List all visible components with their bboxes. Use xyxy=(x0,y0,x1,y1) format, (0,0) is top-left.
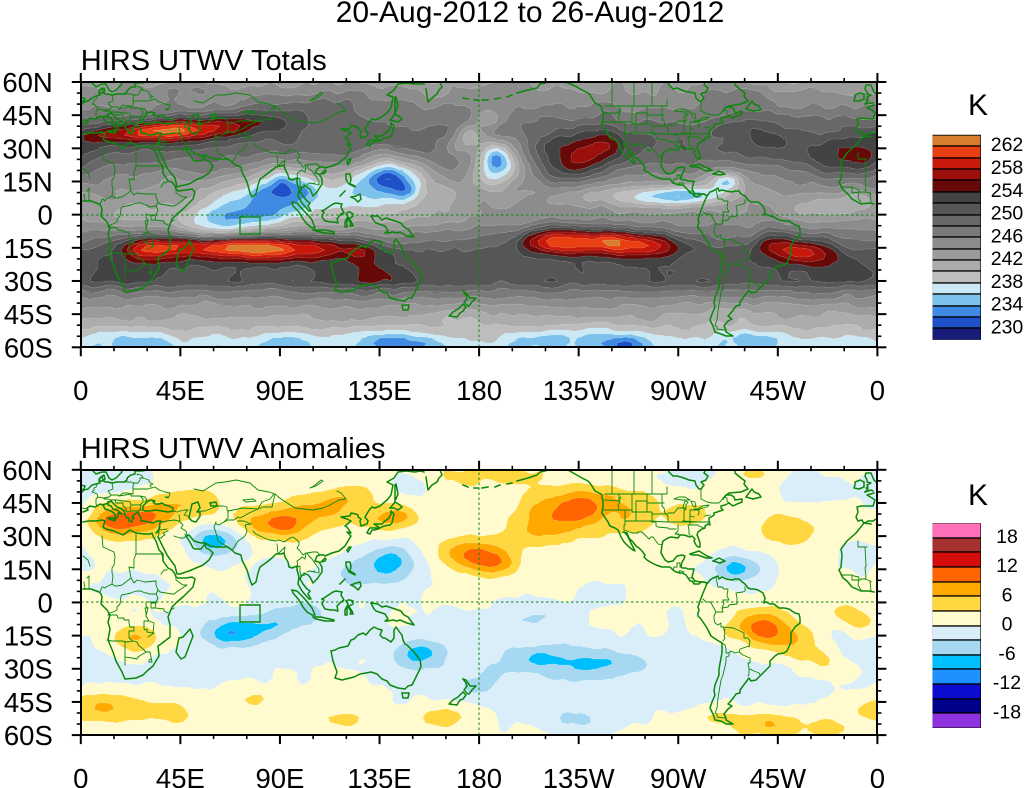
svg-text:45S: 45S xyxy=(4,299,53,330)
svg-text:238: 238 xyxy=(991,271,1024,293)
svg-text:20-Aug-2012 to 26-Aug-2012: 20-Aug-2012 to 26-Aug-2012 xyxy=(336,0,725,29)
svg-text:60N: 60N xyxy=(2,67,52,98)
svg-text:90E: 90E xyxy=(255,375,304,406)
svg-text:135E: 135E xyxy=(347,763,411,788)
svg-text:262: 262 xyxy=(991,134,1024,156)
svg-text:15S: 15S xyxy=(4,233,53,264)
svg-text:0: 0 xyxy=(870,763,885,788)
svg-text:135W: 135W xyxy=(543,375,615,406)
svg-text:0: 0 xyxy=(73,763,88,788)
svg-text:0: 0 xyxy=(870,375,885,406)
svg-text:18: 18 xyxy=(996,526,1018,548)
svg-text:30S: 30S xyxy=(4,266,53,297)
svg-text:HIRS UTWV Anomalies: HIRS UTWV Anomalies xyxy=(81,433,386,465)
svg-text:180: 180 xyxy=(456,763,502,788)
svg-text:90E: 90E xyxy=(255,763,304,788)
svg-text:12: 12 xyxy=(996,555,1018,577)
svg-text:60S: 60S xyxy=(4,720,53,751)
svg-text:90W: 90W xyxy=(650,375,707,406)
svg-text:45E: 45E xyxy=(156,375,205,406)
svg-text:0: 0 xyxy=(38,200,53,231)
svg-text:45S: 45S xyxy=(4,687,53,718)
svg-text:45N: 45N xyxy=(2,488,52,519)
svg-text:234: 234 xyxy=(991,294,1024,316)
svg-text:-18: -18 xyxy=(993,701,1021,723)
svg-text:180: 180 xyxy=(456,375,502,406)
svg-text:-6: -6 xyxy=(998,643,1015,665)
svg-text:K: K xyxy=(968,479,988,512)
svg-text:135W: 135W xyxy=(543,763,615,788)
svg-text:90W: 90W xyxy=(650,763,707,788)
svg-text:246: 246 xyxy=(991,225,1024,247)
svg-text:45E: 45E xyxy=(156,763,205,788)
svg-text:45W: 45W xyxy=(750,375,807,406)
svg-text:15N: 15N xyxy=(2,166,52,197)
svg-text:6: 6 xyxy=(1002,584,1013,606)
svg-text:45N: 45N xyxy=(2,100,52,131)
svg-text:30N: 30N xyxy=(2,133,52,164)
svg-text:30N: 30N xyxy=(2,521,52,552)
svg-text:230: 230 xyxy=(991,316,1024,338)
svg-text:242: 242 xyxy=(991,248,1024,270)
svg-text:135E: 135E xyxy=(347,375,411,406)
svg-text:258: 258 xyxy=(991,157,1024,179)
svg-text:60S: 60S xyxy=(4,332,53,363)
svg-text:45W: 45W xyxy=(750,763,807,788)
svg-text:K: K xyxy=(968,89,988,122)
svg-text:0: 0 xyxy=(38,587,53,618)
svg-text:30S: 30S xyxy=(4,654,53,685)
svg-text:0: 0 xyxy=(73,375,88,406)
svg-text:15N: 15N xyxy=(2,554,52,585)
svg-text:60N: 60N xyxy=(2,455,52,486)
svg-text:-12: -12 xyxy=(993,672,1021,694)
svg-text:0: 0 xyxy=(1002,614,1013,636)
svg-text:250: 250 xyxy=(991,203,1024,225)
svg-text:254: 254 xyxy=(991,180,1024,202)
svg-text:15S: 15S xyxy=(4,621,53,652)
svg-text:HIRS UTWV Totals: HIRS UTWV Totals xyxy=(81,45,327,77)
